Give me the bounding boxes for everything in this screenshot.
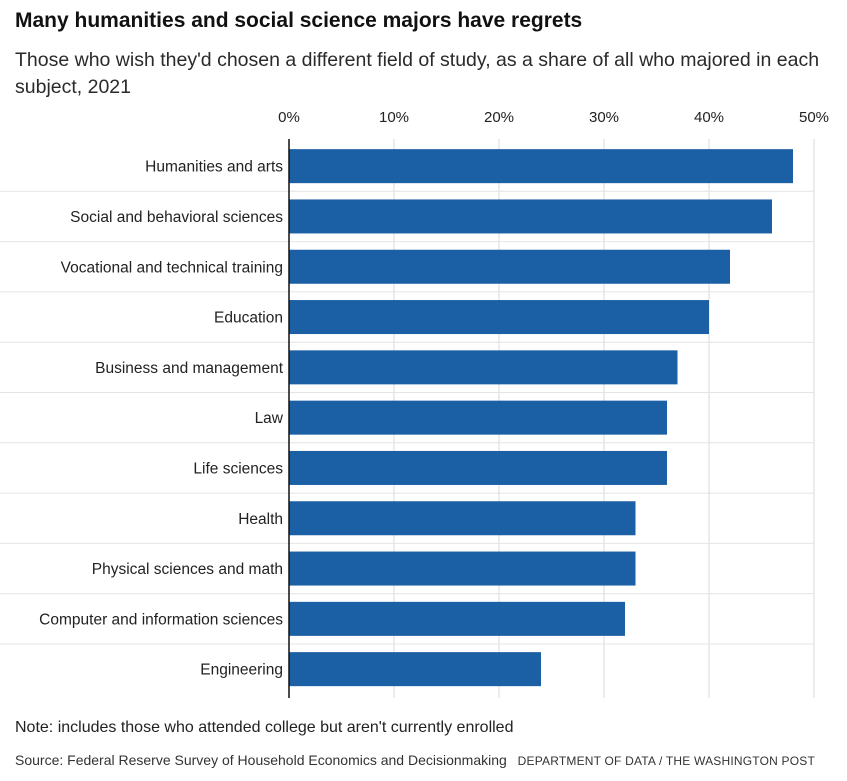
x-tick-label: 10%: [379, 109, 409, 126]
bar: [289, 450, 667, 485]
x-tick-label: 40%: [694, 109, 724, 126]
bar: [289, 501, 636, 536]
x-tick-label: 50%: [799, 109, 829, 126]
bar: [289, 149, 793, 184]
category-label: Engineering: [200, 662, 283, 679]
category-label: Education: [214, 310, 283, 327]
category-label: Life sciences: [193, 460, 283, 477]
x-tick-label: 30%: [589, 109, 619, 126]
bar: [289, 249, 730, 284]
bar: [289, 350, 678, 385]
bar: [289, 551, 636, 586]
category-label: Computer and information sciences: [39, 611, 283, 628]
category-label: Business and management: [95, 360, 284, 377]
category-label: Physical sciences and math: [92, 561, 283, 578]
category-label: Law: [255, 410, 284, 427]
x-tick-label: 0%: [278, 109, 300, 126]
category-label: Vocational and technical training: [61, 259, 283, 276]
bar: [289, 601, 625, 636]
chart-note: Note: includes those who attended colleg…: [15, 719, 514, 736]
category-label: Humanities and arts: [145, 159, 283, 176]
bar: [289, 300, 709, 335]
chart-credit: DEPARTMENT OF DATA / THE WASHINGTON POST: [517, 754, 815, 768]
bar: [289, 199, 772, 234]
chart-title: Many humanities and social science major…: [15, 9, 583, 32]
bar: [289, 652, 541, 687]
category-label: Social and behavioral sciences: [70, 209, 283, 226]
x-tick-label: 20%: [484, 109, 514, 126]
chart-source: Source: Federal Reserve Survey of Househ…: [15, 752, 507, 768]
category-label: Health: [238, 511, 283, 528]
chart-subtitle: Those who wish they'd chosen a different…: [15, 49, 820, 98]
bar: [289, 400, 667, 435]
bar-chart: 0% 10% 20% 30% 40% 50% Humanities and arts Soci…: [0, 109, 829, 698]
